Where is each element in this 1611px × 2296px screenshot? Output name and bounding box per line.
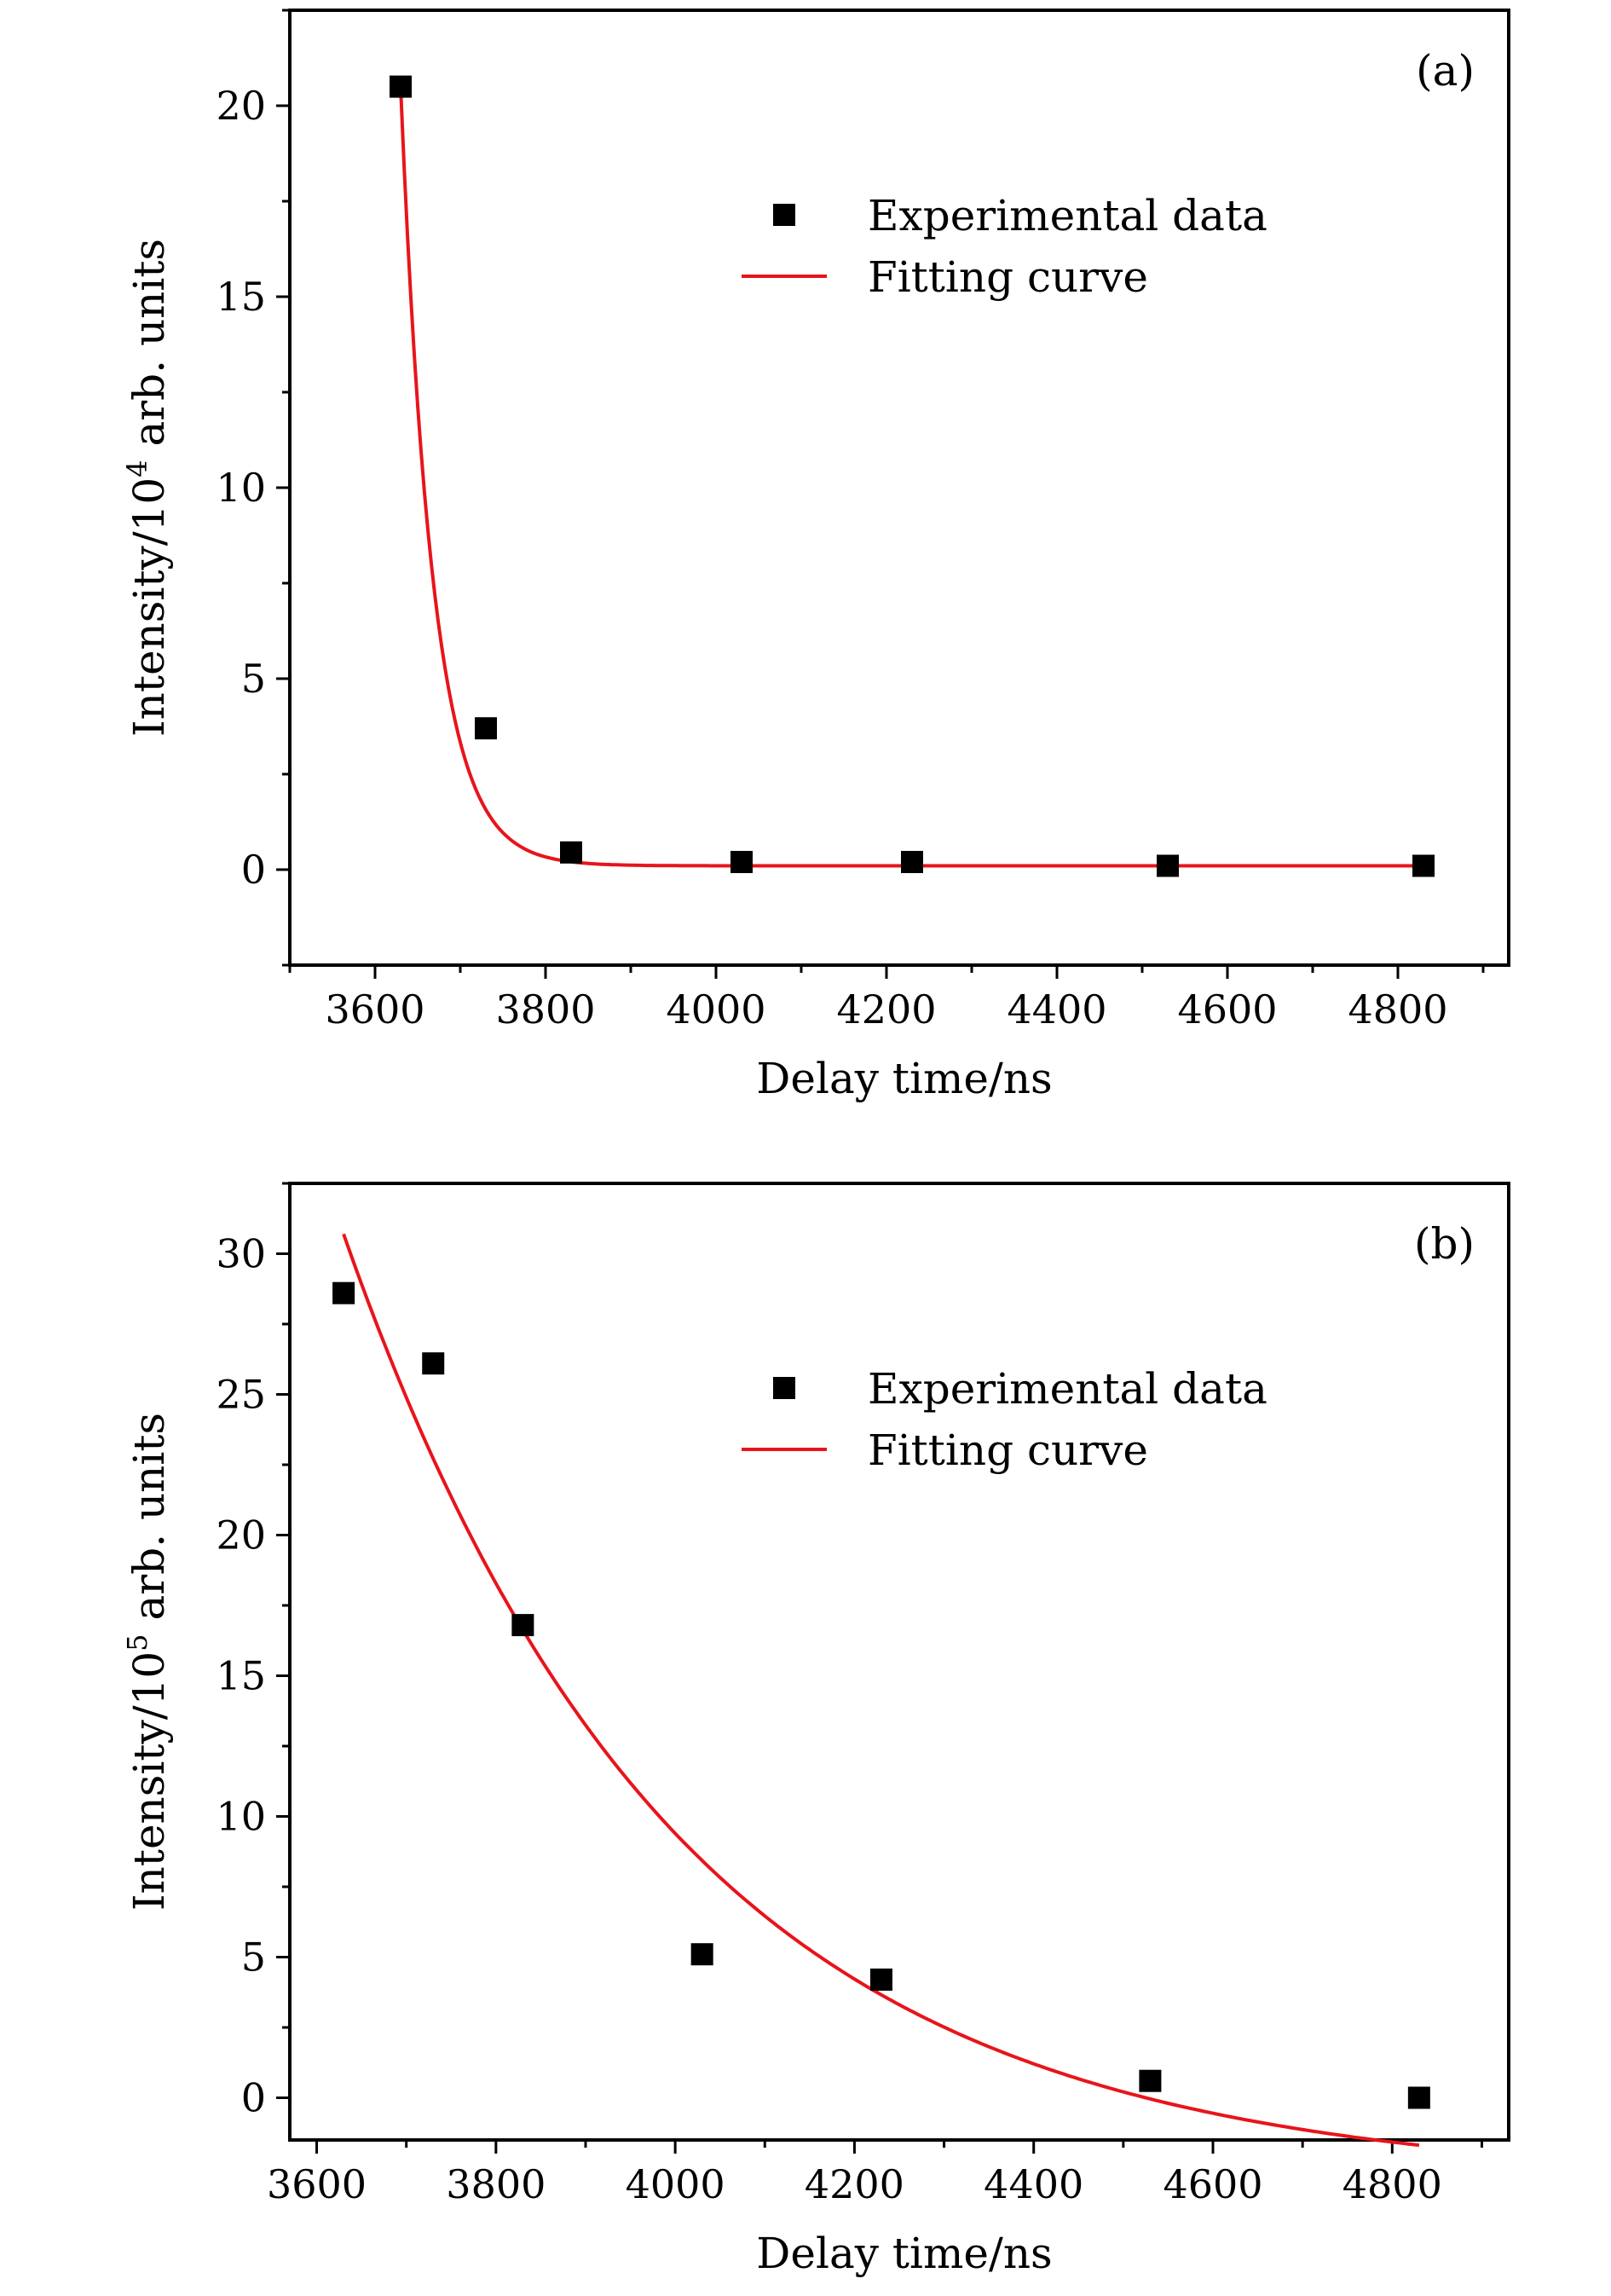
x-tick-label: 3600 (267, 2161, 367, 2207)
legend-marker-swatch (773, 1377, 795, 1399)
data-point (332, 1281, 355, 1304)
y-tick-label: 15 (216, 1653, 266, 1699)
y-axis-title-suffix: arb. units (124, 1413, 174, 1634)
x-tick-label: 3600 (325, 986, 424, 1032)
data-point (422, 1352, 445, 1375)
data-point (560, 841, 582, 864)
chart-panel-a: 3600 3800 4000 4200 4400 4600 4800 0 5 10 15 20 Dela… (121, 9, 1510, 1103)
y-tick-label: 20 (216, 83, 266, 129)
plot-frame (288, 9, 1510, 967)
x-tick-label: 4600 (1177, 986, 1277, 1032)
x-tick-label: 4000 (666, 986, 765, 1032)
y-axis-title-suffix: arb. units (124, 239, 174, 460)
y-axis-title-prefix: Intensity/10 (124, 477, 174, 737)
x-axis-title: Delay time/ns (756, 2229, 1052, 2278)
data-point (511, 1614, 534, 1637)
x-tick-label: 4200 (805, 2161, 904, 2207)
legend-label-fitting: Fitting curve (868, 1426, 1148, 1475)
data-point (1412, 854, 1435, 877)
y-tick-label: 0 (241, 847, 266, 893)
data-point (1157, 854, 1179, 877)
legend-marker-swatch (773, 204, 795, 226)
y-axis-title-exponent: 4 (121, 460, 153, 477)
data-point (730, 851, 753, 874)
panel-label: (b) (1414, 1219, 1475, 1269)
x-tick-label: 4200 (836, 986, 936, 1032)
legend-label-experimental: Experimental data (868, 1364, 1267, 1414)
y-tick-label: 30 (216, 1231, 266, 1277)
legend-label-experimental: Experimental data (868, 191, 1267, 240)
panel-label: (a) (1416, 46, 1475, 95)
y-axis-title-exponent: 5 (121, 1634, 153, 1651)
plot-frame (288, 1182, 1510, 2142)
data-point (869, 1968, 892, 1991)
y-tick-label: 5 (241, 656, 266, 702)
y-tick-label: 0 (241, 2075, 266, 2121)
y-tick-label: 10 (216, 1794, 266, 1840)
legend-label-fitting: Fitting curve (868, 252, 1148, 302)
data-point (475, 717, 497, 740)
y-tick-label: 20 (216, 1512, 266, 1559)
x-tick-label: 3800 (495, 986, 595, 1032)
data-point (1407, 2086, 1430, 2109)
y-axis-title-prefix: Intensity/10 (124, 1651, 174, 1911)
y-tick-label: 10 (216, 465, 266, 511)
chart-panel-b: 3600 3800 4000 4200 4400 4600 4800 0 5 10 15 20 25 30… (121, 1182, 1510, 2278)
x-tick-label: 3800 (446, 2161, 546, 2207)
x-tick-label: 4800 (1348, 986, 1447, 1032)
data-point (901, 851, 923, 874)
y-axis-title: Intensity/104 arb. units (121, 239, 174, 737)
y-tick-label: 25 (216, 1372, 266, 1418)
x-tick-label: 4000 (626, 2161, 725, 2207)
x-tick-label: 4600 (1163, 2161, 1262, 2207)
x-tick-label: 4400 (984, 2161, 1083, 2207)
x-tick-label: 4800 (1342, 2161, 1442, 2207)
data-point (690, 1943, 713, 1966)
data-point (390, 75, 412, 98)
y-tick-label: 5 (241, 1935, 266, 1981)
y-tick-label: 15 (216, 274, 266, 320)
x-axis-title: Delay time/ns (756, 1054, 1052, 1103)
y-axis-title: Intensity/105 arb. units (121, 1413, 174, 1911)
data-point (1139, 2069, 1162, 2092)
x-tick-label: 4400 (1007, 986, 1106, 1032)
